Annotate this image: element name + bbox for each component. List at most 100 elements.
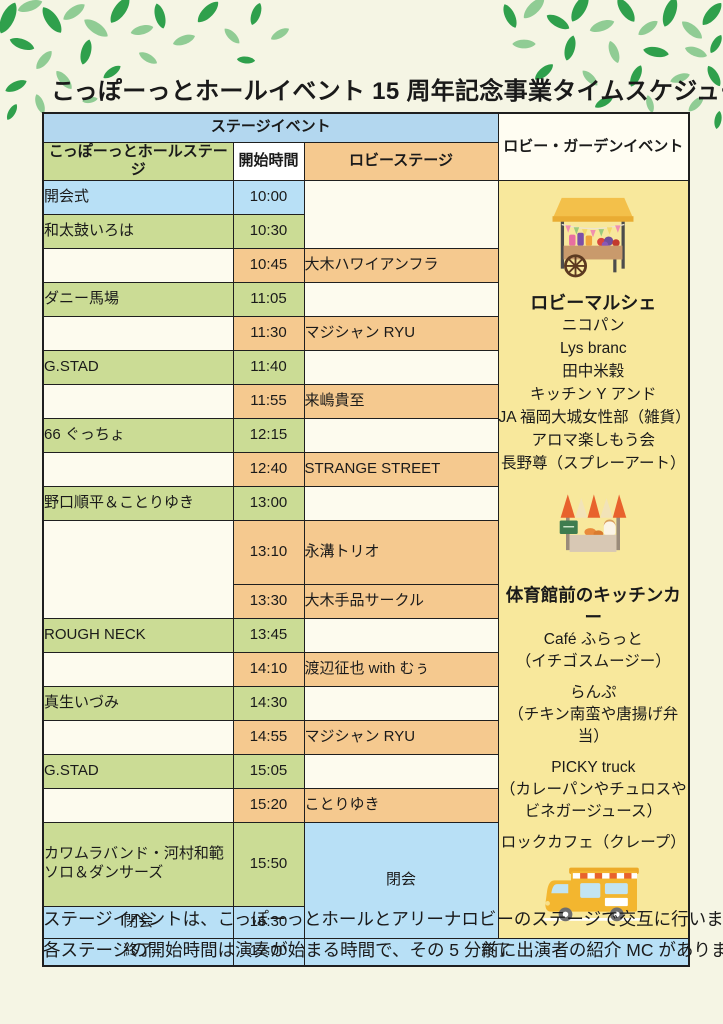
time-cell: 10:00 — [232, 180, 305, 215]
table-row: 15:20 ことりゆき — [42, 787, 689, 823]
table-row: カワムラバンド・河村和範 ソロ＆ダンサーズ 15:50 閉会 — [42, 821, 689, 939]
lobby-stage-header: ロビーステージ — [303, 141, 499, 181]
hall-cell: カワムラバンド・河村和範 ソロ＆ダンサーズ — [42, 821, 234, 907]
time-cell: 14:55 — [232, 719, 305, 755]
table-row: 10:45 大木ハワイアンフラ — [42, 248, 689, 283]
stage-events-header: ステージイベント — [42, 112, 499, 143]
kitchen-vendor-list: Café ふらっと （イチゴスムージー） らんぷ （チキン南蛮や唐揚げ弁当） PICKY… — [499, 629, 688, 854]
time-cell: 14:30 — [232, 685, 305, 721]
kitchen-vendor-line: （カレーパンやチュロスや — [499, 780, 687, 798]
table-row: ROUGH NECK 13:45 — [42, 617, 689, 653]
table-row: 13:10 永溝トリオ — [42, 520, 689, 619]
table-row: 真生いづみ 14:30 — [42, 685, 689, 721]
hall-cell — [42, 248, 234, 283]
table-row: 12:40 STRANGE STREET — [42, 452, 689, 487]
table-row: ダニー馬場 11:05 — [42, 282, 689, 317]
header-row-2: こっぽーっとホールステージ 開始時間 ロビーステージ — [42, 141, 689, 181]
hall-cell — [42, 651, 234, 687]
schedule-table: ステージイベント ロビー・ガーデンイベント こっぽーっとホールステージ 開始時間… — [42, 112, 691, 967]
hall-cell — [42, 452, 234, 487]
time-cell: 15:05 — [232, 753, 305, 789]
hall-cell: 開会式 — [42, 180, 234, 215]
hall-cell-line2: ソロ＆ダンサーズ — [44, 864, 164, 882]
lobby-cell — [303, 685, 499, 721]
kitchen-title: 体育館前のキッチンカー — [505, 585, 681, 627]
table-row: 14:10 渡辺征也 with むぅ — [42, 651, 689, 687]
leaves-decoration-top-left — [0, 0, 291, 122]
hall-cell: 野口順平＆ことりゆき — [42, 486, 234, 521]
hall-cell — [42, 520, 234, 619]
time-cell: 13:10 — [232, 520, 305, 585]
hall-cell — [42, 384, 234, 419]
time-cell: 13:45 — [232, 617, 305, 653]
lobby-cell: 来嶋貴至 — [303, 384, 499, 419]
lobby-cell: 終了 — [303, 937, 690, 967]
lobby-cell — [303, 282, 499, 317]
kitchen-vendor-line: ロックカフェ（クレープ） — [500, 833, 686, 851]
time-cell: 11:05 — [232, 282, 305, 317]
hall-cell: 終了 — [42, 937, 234, 967]
lobby-cell: 大木ハワイアンフラ — [303, 248, 499, 283]
time-cell: 11:40 — [232, 350, 305, 385]
time-cell: 13:00 — [232, 486, 305, 521]
lobby-cell — [303, 753, 499, 789]
marche-vendor: JA 福岡大城女性部（雑貨） — [498, 409, 690, 427]
hall-cell: G.STAD — [42, 350, 234, 385]
lobby-cell — [303, 350, 499, 385]
lobby-cell — [303, 617, 499, 653]
food-truck-icon — [543, 867, 643, 921]
hall-cell: ダニー馬場 — [42, 282, 234, 317]
start-time-header: 開始時間 — [232, 141, 305, 181]
lobby-cell: 閉会 — [303, 821, 499, 939]
page-title: こっぽーっとホールイベント 15 周年記念事業タイムスケジュール — [51, 78, 723, 105]
lobby-cell: ことりゆき — [303, 787, 499, 823]
time-cell: 17:00 — [232, 937, 305, 967]
kitchen-vendor-line: Café ふらっと — [543, 630, 643, 648]
marche-vendor: ニコパン — [561, 317, 625, 335]
kitchen-vendor-line: （イチゴスムージー） — [515, 652, 671, 670]
hall-cell: 閉会 — [42, 905, 234, 939]
table-row: 11:30 マジシャン RYU — [42, 316, 689, 351]
lobby-cell: 大木手品サークル — [303, 583, 499, 619]
marche-vendor: アロマ楽しもう会 — [531, 432, 656, 450]
hall-stage-header: こっぽーっとホールステージ — [42, 141, 234, 181]
hall-cell-line1: カワムラバンド・河村和範 — [44, 845, 224, 863]
marche-vendor-list: ニコパン Lys branc 田中米穀 キッチン Y アンド JA 福岡大城女性部（雑貨… — [498, 314, 690, 475]
table-row: 開会式 10:00 — [42, 180, 690, 939]
time-cell: 10:30 — [232, 214, 305, 249]
hall-cell: 和太鼓いろは — [42, 214, 234, 249]
time-cell: 15:50 — [232, 821, 305, 907]
lobby-cell: マジシャン RYU — [303, 719, 499, 755]
lobby-cell — [303, 486, 499, 521]
market-cart-icon — [552, 197, 634, 278]
sidebar-cell: ロビーマルシェ ニコパン Lys branc 田中米穀 キッチン Y アンド JA 福岡… — [497, 180, 690, 939]
hall-cell — [42, 787, 234, 823]
lobby-cell: 永溝トリオ — [303, 520, 499, 585]
marche-vendor: キッチン Y アンド — [530, 386, 657, 404]
time-cell: 12:15 — [232, 418, 305, 453]
lobby-cell — [303, 180, 499, 249]
lobby-cell: 渡辺征也 with むぅ — [303, 651, 499, 687]
hall-cell: 66 ぐっちょ — [42, 418, 234, 453]
table-row: G.STAD 15:05 — [42, 753, 689, 789]
kitchen-vendor-line: ビネガージュース） — [524, 802, 662, 820]
lobby-cell — [303, 418, 499, 453]
marche-vendor: 長野尊（スプレーアート） — [501, 455, 686, 473]
time-cell: 11:30 — [232, 316, 305, 351]
footer-note-line: 各ステージの開始時間は演奏が始まる時間で、その 5 分前に出演者の紹介 MC が… — [43, 940, 723, 960]
time-cell: 16:30 — [232, 905, 305, 939]
table-row: 閉会 16:30 — [42, 905, 689, 939]
kitchen-vendor-line: PICKY truck — [551, 758, 636, 776]
time-cell: 12:40 — [232, 452, 305, 487]
header-row-1: ステージイベント ロビー・ガーデンイベント — [42, 112, 690, 181]
market-stall-icon — [559, 494, 627, 553]
hall-cell: G.STAD — [42, 753, 234, 789]
marche-vendor: 田中米穀 — [562, 363, 625, 381]
kitchen-vendor-line: らんぷ — [570, 683, 617, 701]
lobby-cell: マジシャン RYU — [303, 316, 499, 351]
time-cell: 11:55 — [232, 384, 305, 419]
hall-cell: ROUGH NECK — [42, 617, 234, 653]
lobby-garden-panel: ロビーマルシェ ニコパン Lys branc 田中米穀 キッチン Y アンド JA 福岡… — [498, 191, 690, 937]
lobby-garden-header: ロビー・ガーデンイベント — [497, 112, 690, 181]
